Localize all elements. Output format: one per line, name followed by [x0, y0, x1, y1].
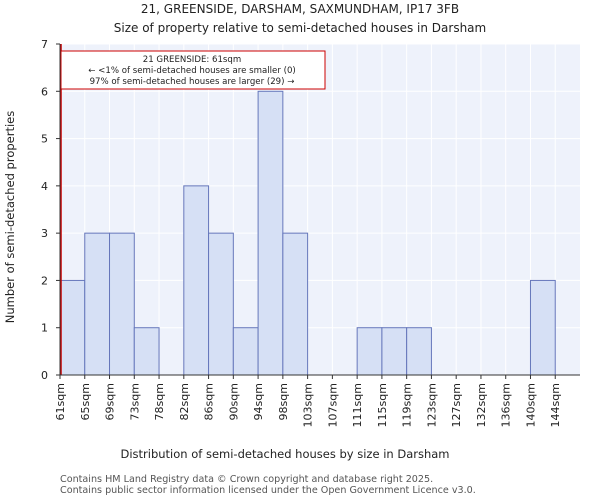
- annotation-frame: [60, 50, 326, 90]
- y-tick-label-3: 3: [41, 227, 48, 240]
- x-tick-label-132sqm: 132sqm: [475, 383, 488, 427]
- footer-line-2: Contains public sector information licen…: [60, 485, 476, 496]
- y-axis-label: Number of semi-detached properties: [3, 111, 17, 323]
- bar-94sqm: [257, 90, 284, 376]
- y-tick-label-6: 6: [41, 85, 48, 98]
- bar-111sqm: [356, 327, 383, 376]
- y-tick-label-4: 4: [41, 180, 48, 193]
- annotation-line-1: 21 GREENSIDE: 61sqm: [143, 55, 242, 65]
- x-tick-label-115sqm: 115sqm: [376, 383, 389, 427]
- annotation-line-3: 97% of semi-detached houses are larger (…: [90, 77, 295, 87]
- y-tick-label-0: 0: [41, 369, 48, 382]
- x-tick-label-78sqm: 78sqm: [153, 383, 166, 420]
- y-tick-label-1: 1: [41, 322, 48, 335]
- x-tick-label-61sqm: 61sqm: [54, 383, 67, 420]
- x-tick-label-136sqm: 136sqm: [500, 383, 513, 427]
- x-tick-label-94sqm: 94sqm: [252, 383, 265, 420]
- footer-line-1: Contains HM Land Registry data © Crown c…: [60, 474, 434, 485]
- chart-title: 21, GREENSIDE, DARSHAM, SAXMUNDHAM, IP17…: [141, 2, 459, 16]
- y-ticks: 0 1 2 3 4 5 6 7: [41, 38, 60, 382]
- bar-115sqm: [381, 327, 408, 376]
- x-tick-label-86sqm: 86sqm: [203, 383, 216, 420]
- bar-65sqm: [84, 232, 111, 376]
- x-tick-label-111sqm: 111sqm: [351, 383, 364, 427]
- x-tick-label-90sqm: 90sqm: [227, 383, 240, 420]
- x-tick-label-144sqm: 144sqm: [549, 383, 562, 427]
- bar-140sqm: [529, 279, 556, 376]
- x-ticks: 61sqm 65sqm 69sqm 73sqm 78sqm 82sqm 86sqm 90sqm…: [54, 375, 562, 427]
- x-tick-label-98sqm: 98sqm: [277, 383, 290, 420]
- y-tick-label-7: 7: [41, 38, 48, 51]
- chart-subtitle: Size of property relative to semi-detach…: [114, 21, 486, 35]
- annotation-line-2: ← <1% of semi-detached houses are smalle…: [88, 66, 296, 76]
- y-tick-label-2: 2: [41, 274, 48, 287]
- x-tick-label-73sqm: 73sqm: [128, 383, 141, 420]
- x-tick-label-119sqm: 119sqm: [401, 383, 414, 427]
- x-tick-label-103sqm: 103sqm: [302, 383, 315, 427]
- annotation-box: 21 GREENSIDE: 61sqm ← <1% of semi-detach…: [60, 50, 326, 90]
- bar-98sqm: [282, 232, 309, 376]
- x-tick-label-107sqm: 107sqm: [326, 383, 339, 427]
- bar-69sqm: [109, 232, 135, 376]
- x-axis-label: Distribution of semi-detached houses by …: [120, 447, 449, 461]
- x-tick-label-127sqm: 127sqm: [450, 383, 463, 427]
- x-tick-label-65sqm: 65sqm: [79, 383, 92, 420]
- bar-90sqm: [232, 327, 259, 376]
- x-tick-label-69sqm: 69sqm: [104, 383, 117, 420]
- bar-86sqm: [208, 232, 234, 376]
- bars: [59, 90, 556, 376]
- bar-119sqm: [406, 327, 432, 376]
- x-tick-label-123sqm: 123sqm: [425, 383, 438, 427]
- y-tick-label-5: 5: [41, 133, 48, 146]
- x-tick-label-140sqm: 140sqm: [524, 383, 537, 427]
- bar-82sqm: [183, 185, 210, 376]
- x-tick-label-82sqm: 82sqm: [178, 383, 191, 420]
- bar-73sqm: [133, 327, 160, 376]
- plot-background: [60, 44, 580, 375]
- bar-61sqm: [59, 279, 86, 376]
